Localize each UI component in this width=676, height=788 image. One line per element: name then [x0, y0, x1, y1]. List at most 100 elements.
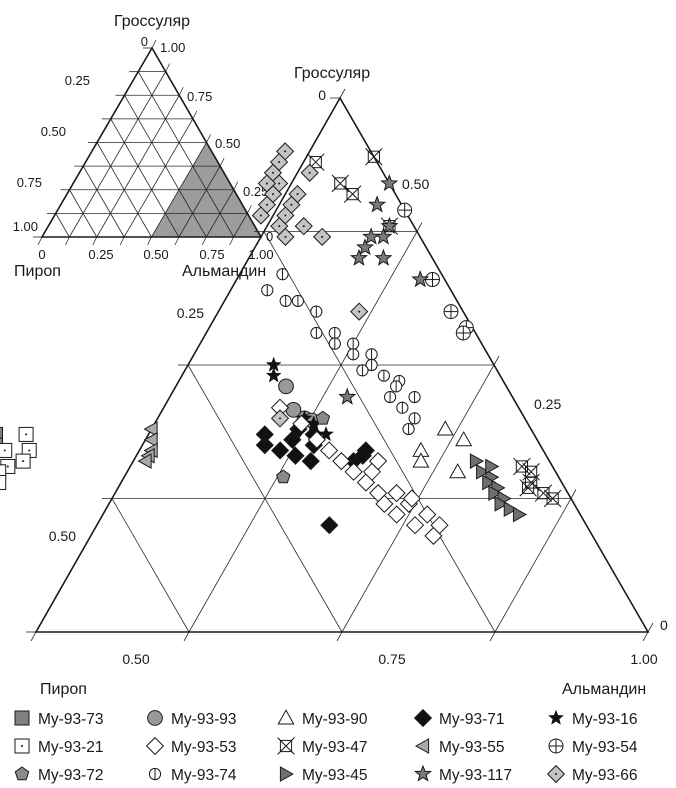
inset-tick-mark [201, 236, 207, 246]
inset-grid-line [233, 213, 248, 238]
data-point [285, 402, 302, 418]
data-point [347, 348, 360, 361]
data-point [449, 463, 467, 479]
data-point [396, 401, 409, 414]
data-point [436, 420, 454, 436]
inset-tick-mark [119, 236, 125, 246]
data-point [512, 506, 528, 523]
data-point [397, 202, 413, 218]
data-point [405, 516, 425, 535]
data-point [374, 227, 393, 245]
data-point [338, 387, 357, 405]
legend-marker [413, 708, 433, 728]
data-point [402, 422, 415, 436]
data-point [143, 421, 158, 437]
data-point [424, 272, 440, 288]
main-tick-mark [642, 631, 649, 642]
data-point [368, 195, 387, 213]
legend: My-93-73 My-93-93 My-93-90 My-93-71 My-93-16… [14, 708, 638, 784]
inset-grid-line [137, 71, 234, 238]
inset-tick-mark [65, 236, 70, 246]
data-point [286, 446, 305, 465]
main-tick-mark [416, 222, 423, 232]
inset-tick-mark [174, 236, 180, 246]
data-point [328, 337, 341, 350]
data-point [387, 505, 406, 524]
inset-right-tick-label: 0 [266, 229, 273, 244]
inset-right-tick-label: 1.00 [160, 40, 185, 55]
inset-tick-mark [92, 236, 98, 246]
main-grid-line [494, 498, 572, 633]
data-point [137, 453, 152, 469]
inset-left-tick-label: 0.50 [41, 124, 66, 139]
data-point [276, 469, 291, 484]
data-point [469, 453, 485, 469]
data-point [294, 217, 313, 236]
inset-tick-mark [178, 87, 184, 96]
data-point [347, 337, 360, 350]
inset-bottom-tick-label: 0.75 [199, 247, 224, 262]
data-point [543, 489, 562, 508]
inset-bottom-tick-label: 0.50 [143, 247, 168, 262]
data-point [313, 227, 332, 246]
main-right-tick-label: 0.25 [534, 396, 561, 412]
data-point [356, 238, 375, 256]
data-point [0, 426, 3, 442]
main-tick-mark [339, 88, 346, 99]
legend-label: My-93-117 [439, 767, 512, 784]
data-point [344, 462, 363, 481]
data-point [279, 294, 292, 308]
inset-tick-mark [233, 181, 239, 190]
series-My-93-72 [276, 410, 331, 484]
data-point [411, 270, 430, 288]
legend-label: My-93-71 [439, 711, 504, 728]
data-point [383, 390, 397, 404]
main-frame [34, 96, 650, 633]
data-point [494, 495, 509, 512]
inset-grid-line [96, 142, 152, 238]
legend-marker [413, 764, 433, 782]
inset-grid-line [205, 189, 235, 238]
data-point [377, 369, 390, 382]
inset-vertex-label-top: Гроссуляр [114, 13, 190, 30]
data-point [265, 367, 282, 383]
main-left-tick-label: 0 [318, 87, 326, 103]
data-point [300, 163, 319, 182]
main-bottom-tick-label: 1.00 [630, 651, 657, 667]
inset-bottom-tick-label: 0 [38, 247, 45, 262]
inset-left-tick-label: 1.00 [13, 219, 38, 234]
data-point [320, 516, 339, 535]
legend-label: My-93-47 [302, 739, 367, 756]
main-ternary-plot: 0 0.25 0.50 0.50 0.25 0 0.50 0.75 1.00 Гроссуляр П… [0, 65, 668, 698]
data-point [319, 441, 339, 460]
data-point [328, 326, 341, 340]
inset-tick-mark [37, 236, 43, 246]
data-point [362, 227, 381, 245]
data-point [317, 425, 334, 442]
legend-marker [277, 737, 295, 755]
legend-marker [277, 709, 295, 725]
inset-tick-mark [147, 236, 152, 246]
inset-bottom-tick-label: 0.25 [88, 247, 113, 262]
data-point [485, 458, 500, 475]
legend-label: My-93-54 [572, 739, 638, 756]
legend-label: My-93-45 [302, 767, 367, 784]
inset-grid-line [55, 213, 70, 238]
legend-marker [546, 764, 566, 784]
data-point [430, 516, 449, 535]
data-point [412, 452, 430, 468]
inset-grid-line [178, 165, 221, 238]
inset-right-tick-label: 0.50 [215, 136, 240, 151]
inset-left-tick-label: 0.25 [65, 73, 90, 88]
series-My-93-66 [251, 142, 369, 428]
data-point [0, 442, 13, 458]
legend-label: My-93-93 [171, 711, 236, 728]
data-point [349, 248, 368, 266]
data-point [276, 227, 295, 246]
inset-grid-line [123, 118, 194, 238]
series-My-93-45 [469, 453, 528, 523]
series-My-93-54 [397, 202, 474, 341]
inset-grid-line [151, 142, 207, 238]
data-point [271, 441, 290, 460]
